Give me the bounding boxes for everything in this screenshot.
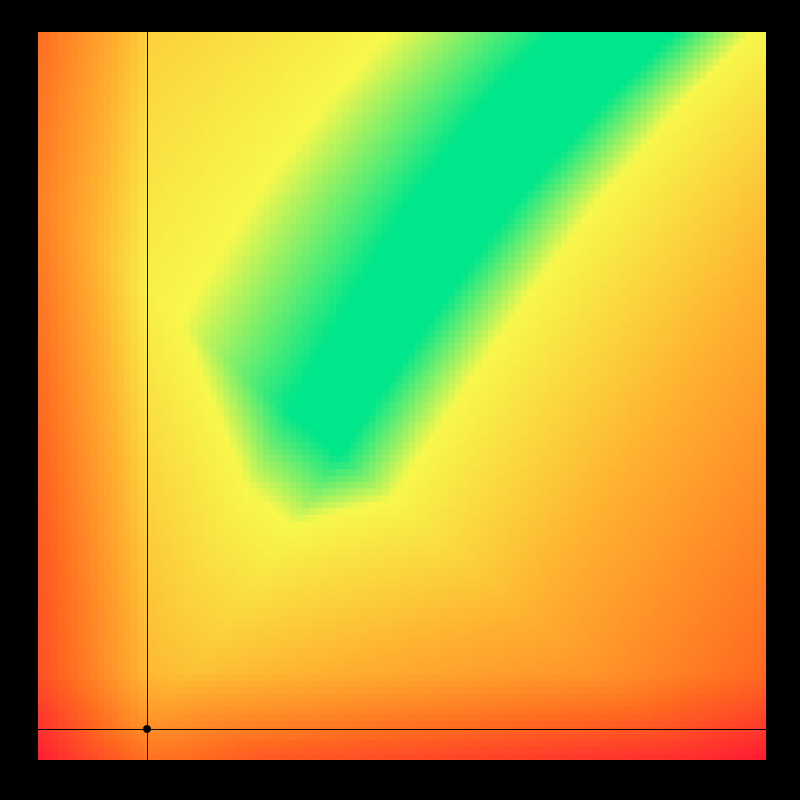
frame-border-top (0, 0, 800, 32)
crosshair-vertical-line (147, 32, 148, 760)
frame-border-right (766, 0, 800, 800)
frame-border-bottom (0, 760, 800, 800)
frame-border-left (0, 0, 38, 800)
